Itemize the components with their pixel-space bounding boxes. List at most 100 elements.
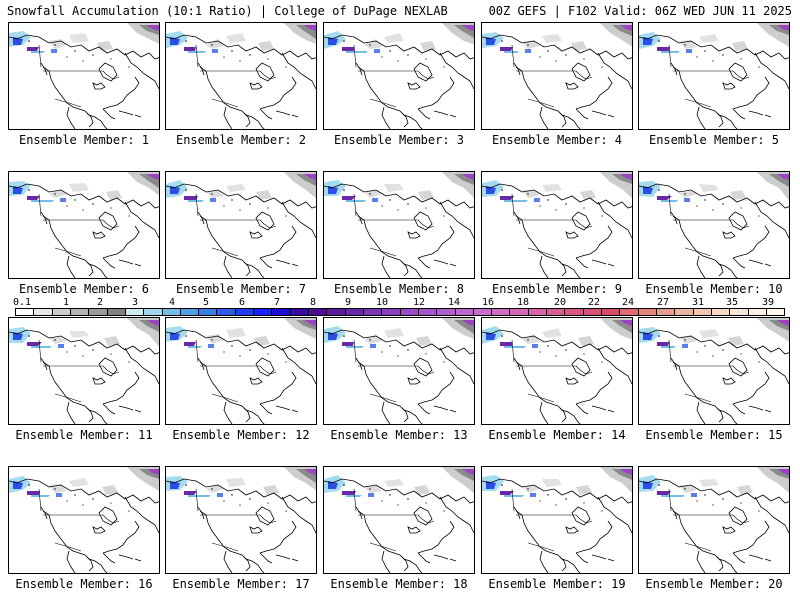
- chart-title-left: Snowfall Accumulation (10:1 Ratio) | Col…: [7, 4, 448, 18]
- colorbar-swatch: [217, 309, 236, 315]
- ensemble-map-panel: [481, 317, 633, 425]
- colorbar-swatch: [547, 309, 566, 315]
- snowfall-map: [639, 23, 789, 129]
- snowfall-map: [324, 23, 474, 129]
- colorbar-tick-label: 39: [761, 297, 775, 308]
- ensemble-member-label: Ensemble Member: 16: [15, 577, 153, 591]
- snowfall-map: [482, 23, 632, 129]
- colorbar-tick-label: 31: [691, 297, 705, 308]
- ensemble-member-label: Ensemble Member: 11: [15, 428, 153, 442]
- colorbar-swatch: [711, 309, 731, 315]
- colorbar-tick-label: 14: [447, 297, 461, 308]
- colorbar-tick-label: 10: [375, 297, 389, 308]
- colorbar-tick-label: 9: [344, 297, 352, 308]
- ensemble-map-panel: [323, 466, 475, 574]
- colorbar-swatch: [693, 309, 712, 315]
- colorbar-tick-label: 24: [621, 297, 635, 308]
- ensemble-member-label: Ensemble Member: 14: [488, 428, 626, 442]
- colorbar-swatch: [345, 309, 364, 315]
- colorbar-swatch: [400, 309, 419, 315]
- colorbar-swatch: [290, 309, 309, 315]
- ensemble-member-label: Ensemble Member: 8: [333, 282, 465, 296]
- ensemble-map-panel: [165, 466, 317, 574]
- ensemble-map-panel: [8, 171, 160, 279]
- colorbar-swatch: [656, 309, 676, 315]
- colorbar-swatch: [272, 309, 291, 315]
- ensemble-member-label: Ensemble Member: 7: [175, 282, 307, 296]
- ensemble-member-label: Ensemble Member: 19: [488, 577, 626, 591]
- colorbar-swatch: [144, 309, 163, 315]
- ensemble-map-panel: [481, 22, 633, 130]
- ensemble-map-panel: [8, 466, 160, 574]
- colorbar-swatch: [235, 309, 255, 315]
- colorbar-swatch: [363, 309, 383, 315]
- colorbar-tick-label: 20: [553, 297, 567, 308]
- colorbar-tick-label: 1: [62, 297, 70, 308]
- snowfall-map: [639, 318, 789, 424]
- ensemble-map-panel: [165, 171, 317, 279]
- ensemble-map-panel: [323, 317, 475, 425]
- snowfall-map: [166, 467, 316, 573]
- colorbar-swatch: [437, 309, 456, 315]
- ensemble-map-panel: [638, 22, 790, 130]
- colorbar-swatch: [583, 309, 602, 315]
- ensemble-map-panel: [323, 22, 475, 130]
- ensemble-member-label: Ensemble Member: 2: [175, 133, 307, 147]
- ensemble-member-label: Ensemble Member: 17: [172, 577, 310, 591]
- ensemble-member-label: Ensemble Member: 1: [18, 133, 150, 147]
- ensemble-member-label: Ensemble Member: 6: [18, 282, 150, 296]
- colorbar-swatch: [638, 309, 657, 315]
- ensemble-map-panel: [8, 22, 160, 130]
- ensemble-member-label: Ensemble Member: 10: [645, 282, 783, 296]
- snowfall-map: [166, 23, 316, 129]
- colorbar-tick-label: 35: [725, 297, 739, 308]
- colorbar-swatch: [180, 309, 200, 315]
- colorbar-tick-label: 8: [309, 297, 317, 308]
- snowfall-map: [639, 172, 789, 278]
- snowfall-map: [9, 318, 159, 424]
- colorbar-swatch: [418, 309, 438, 315]
- colorbar-swatch: [455, 309, 474, 315]
- colorbar-swatch: [309, 309, 328, 315]
- colorbar: [15, 308, 785, 316]
- colorbar-swatch: [162, 309, 181, 315]
- colorbar-swatch: [602, 309, 621, 315]
- ensemble-map-panel: [165, 22, 317, 130]
- colorbar-tick-label: 27: [656, 297, 670, 308]
- chart-title-right: 00Z GEFS | F102 Valid: 06Z WED JUN 11 20…: [488, 4, 792, 18]
- colorbar-swatch: [382, 309, 401, 315]
- colorbar-tick-label: 18: [516, 297, 530, 308]
- ensemble-map-panel: [481, 466, 633, 574]
- colorbar-swatch: [70, 309, 90, 315]
- colorbar-tick-label: 5: [202, 297, 210, 308]
- ensemble-map-panel: [323, 171, 475, 279]
- colorbar-swatch: [748, 309, 767, 315]
- colorbar-swatch: [52, 309, 71, 315]
- snowfall-map: [324, 172, 474, 278]
- colorbar-swatch: [327, 309, 346, 315]
- colorbar-tick-label: 6: [238, 297, 246, 308]
- colorbar-tick-label: 22: [587, 297, 601, 308]
- colorbar-tick-label: 2: [96, 297, 104, 308]
- ensemble-map-panel: [638, 317, 790, 425]
- colorbar-swatch: [528, 309, 548, 315]
- ensemble-map-panel: [638, 466, 790, 574]
- snowfall-map: [166, 318, 316, 424]
- snowfall-map: [482, 318, 632, 424]
- colorbar-ticks: 0.1 1 2 3 4 5 6 7 8 9 10 12 14 16 18 20 22 24 27 31 35 39: [12, 297, 785, 308]
- snowfall-map: [639, 467, 789, 573]
- colorbar-swatch: [125, 309, 145, 315]
- ensemble-member-label: Ensemble Member: 4: [491, 133, 623, 147]
- ensemble-member-label: Ensemble Member: 18: [330, 577, 468, 591]
- ensemble-member-label: Ensemble Member: 20: [645, 577, 783, 591]
- ensemble-member-label: Ensemble Member: 12: [172, 428, 310, 442]
- ensemble-map-panel: [8, 317, 160, 425]
- colorbar-swatch: [620, 309, 639, 315]
- colorbar-tick-label: 12: [412, 297, 426, 308]
- colorbar-swatch: [565, 309, 584, 315]
- ensemble-member-label: Ensemble Member: 9: [491, 282, 623, 296]
- ensemble-map-panel: [481, 171, 633, 279]
- colorbar-tick-label: 0.1: [12, 297, 32, 308]
- snowfall-map: [9, 467, 159, 573]
- colorbar-swatch: [199, 309, 218, 315]
